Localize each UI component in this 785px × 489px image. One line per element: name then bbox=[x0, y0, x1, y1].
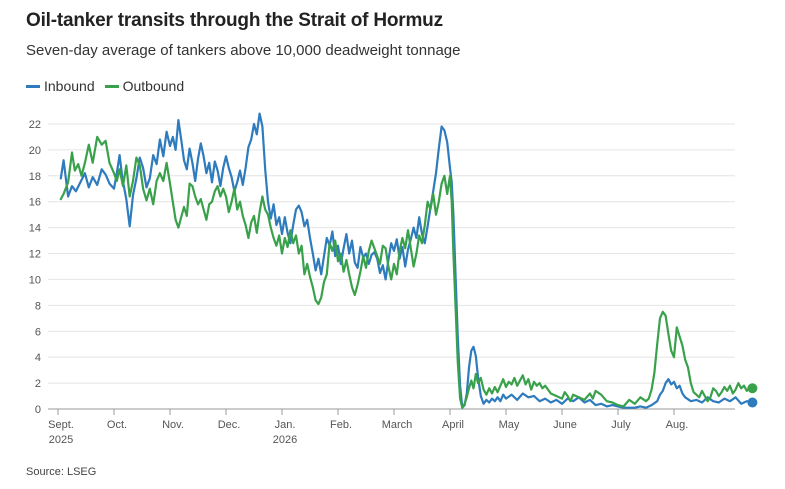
chart-title: Oil-tanker transits through the Strait o… bbox=[26, 10, 443, 31]
series-endpoint-inbound bbox=[747, 397, 758, 408]
x-tick-label: Sept. bbox=[48, 419, 74, 431]
x-tick-label: Dec. bbox=[218, 419, 241, 431]
y-axis: 0 2 4 6 8 10 12 14 16 18 20 22 bbox=[29, 119, 41, 416]
x-tick-label: March bbox=[382, 419, 413, 431]
legend-label-inbound: Inbound bbox=[44, 78, 95, 94]
x-tick-year-label: 2025 bbox=[49, 434, 73, 446]
x-tick-label: July bbox=[611, 419, 631, 431]
y-tick-label: 20 bbox=[29, 145, 41, 157]
y-tick-label: 16 bbox=[29, 197, 41, 209]
series-line-inbound bbox=[59, 112, 754, 409]
legend-label-outbound: Outbound bbox=[122, 78, 185, 94]
series-lines bbox=[59, 112, 758, 409]
x-tick-label: June bbox=[553, 419, 577, 431]
series-endpoint-outbound bbox=[747, 383, 758, 394]
x-tick-label: Feb. bbox=[330, 419, 352, 431]
y-tick-label: 8 bbox=[35, 300, 41, 312]
y-tick-label: 2 bbox=[35, 378, 41, 390]
legend-item-inbound: Inbound bbox=[26, 78, 95, 94]
y-tick-label: 22 bbox=[29, 119, 41, 131]
x-tick-label: April bbox=[442, 419, 464, 431]
y-tick-label: 0 bbox=[35, 404, 41, 416]
x-axis: Sept. 2025 Oct. Nov. Dec. Jan. 2026 Feb. March Ap… bbox=[48, 409, 688, 446]
series-line-outbound bbox=[59, 135, 754, 409]
x-tick-label: May bbox=[499, 419, 520, 431]
legend-swatch-inbound bbox=[26, 84, 40, 88]
y-tick-label: 6 bbox=[35, 326, 41, 338]
y-tick-label: 10 bbox=[29, 274, 41, 286]
x-tick-label: Nov. bbox=[162, 419, 184, 431]
x-tick-year-label: 2026 bbox=[273, 434, 297, 446]
legend-item-outbound: Outbound bbox=[104, 78, 185, 94]
y-tick-label: 14 bbox=[29, 223, 41, 235]
x-tick-label: Jan. bbox=[275, 419, 296, 431]
x-tick-label: Oct. bbox=[107, 419, 127, 431]
y-tick-label: 12 bbox=[29, 249, 41, 261]
chart-subtitle: Seven-day average of tankers above 10,00… bbox=[26, 42, 461, 59]
legend-swatch-outbound bbox=[104, 84, 119, 88]
source-note: Source: LSEG bbox=[26, 466, 97, 478]
legend: Inbound Outbound bbox=[26, 78, 184, 94]
x-tick-label: Aug. bbox=[666, 419, 689, 431]
y-tick-label: 18 bbox=[29, 171, 41, 183]
y-tick-label: 4 bbox=[35, 352, 41, 364]
